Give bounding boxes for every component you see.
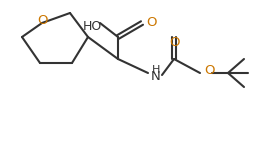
Text: O: O [204, 65, 215, 77]
Text: HO: HO [82, 19, 102, 32]
Text: O: O [37, 14, 47, 28]
Text: H: H [152, 65, 160, 75]
Text: N: N [151, 70, 161, 84]
Text: O: O [169, 37, 179, 49]
Text: O: O [146, 17, 157, 29]
